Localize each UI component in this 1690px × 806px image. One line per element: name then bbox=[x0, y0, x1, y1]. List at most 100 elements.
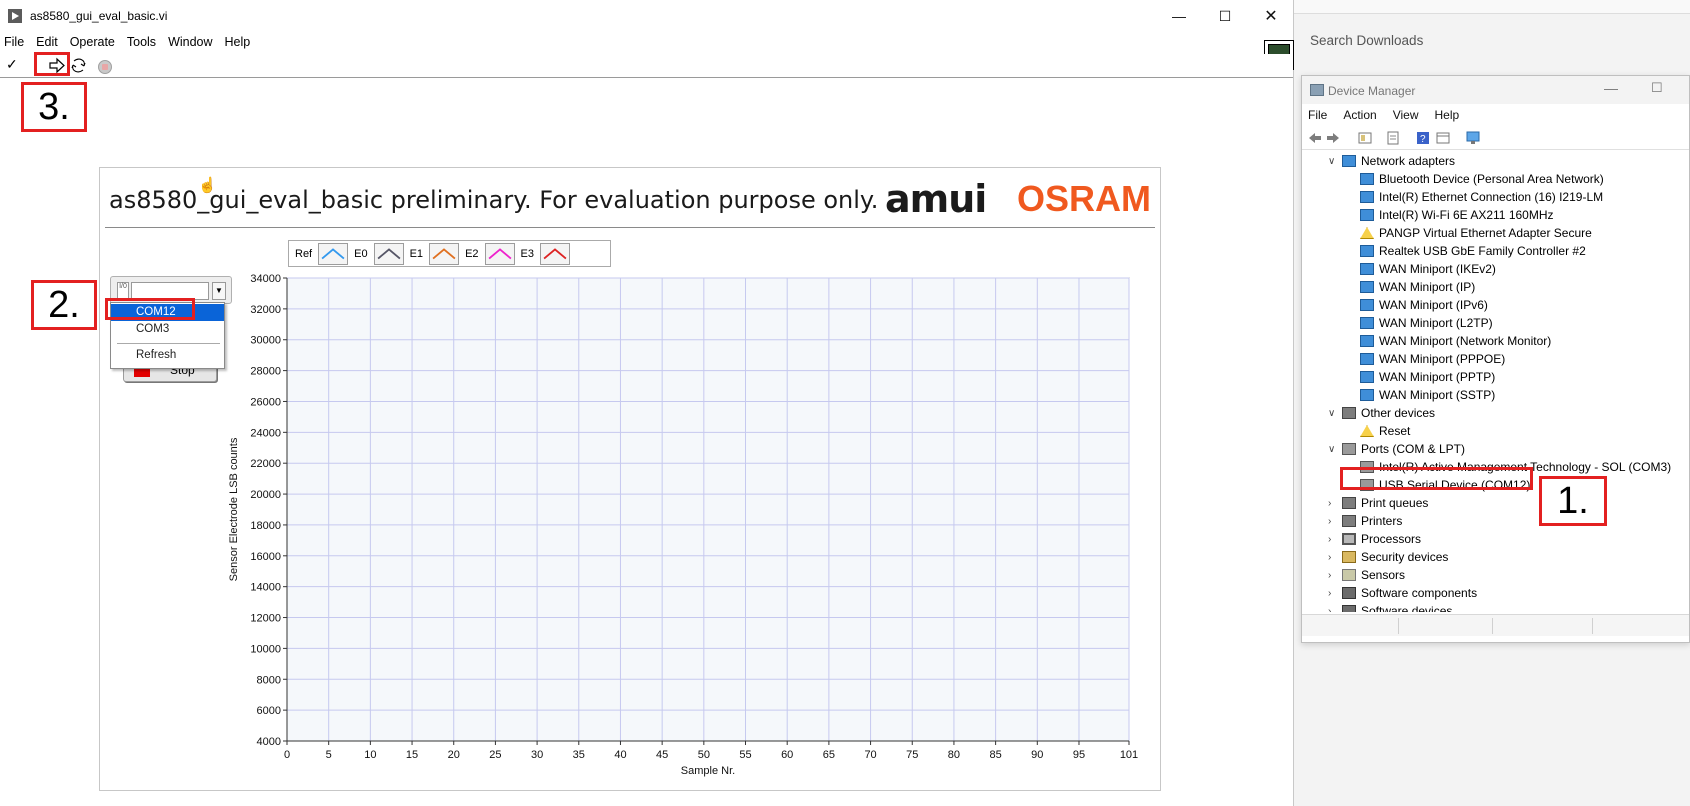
tree-label: Intel(R) Wi-Fi 6E AX211 160MHz bbox=[1379, 208, 1554, 222]
legend-item-e0[interactable]: E0 bbox=[354, 242, 404, 265]
x-tick-label: 20 bbox=[448, 749, 460, 761]
io-prefix-icon: I/0 bbox=[117, 282, 129, 300]
close-icon[interactable]: ✕ bbox=[1264, 8, 1278, 25]
tree-device[interactable]: WAN Miniport (L2TP) bbox=[1360, 314, 1493, 332]
run-continuously-icon[interactable] bbox=[70, 57, 88, 74]
scrollbar-segment bbox=[1492, 618, 1493, 634]
y-tick-label: 8000 bbox=[257, 674, 281, 686]
x-tick-label: 60 bbox=[781, 749, 793, 761]
y-tick-label: 20000 bbox=[250, 489, 281, 501]
maximize-icon[interactable]: ☐ bbox=[1218, 7, 1232, 24]
dropdown-item-com12[interactable]: COM12 bbox=[111, 304, 224, 321]
tree-category[interactable]: ∨ Network adapters bbox=[1328, 152, 1455, 170]
tree-device[interactable]: PANGP Virtual Ethernet Adapter Secure bbox=[1360, 224, 1592, 242]
x-tick-label: 70 bbox=[864, 749, 876, 761]
chevron-right-icon[interactable]: › bbox=[1328, 533, 1332, 545]
com-port-dropdown: COM12 COM3 Refresh bbox=[110, 302, 225, 369]
sensor-icon bbox=[1342, 569, 1356, 581]
network-icon bbox=[1360, 245, 1374, 257]
network-icon bbox=[1342, 155, 1356, 167]
chevron-right-icon[interactable]: › bbox=[1328, 587, 1332, 599]
chevron-right-icon[interactable]: › bbox=[1328, 551, 1332, 563]
legend-item-e1[interactable]: E1 bbox=[409, 242, 460, 265]
horizontal-scrollbar[interactable] bbox=[1302, 614, 1689, 636]
menu-help[interactable]: Help bbox=[224, 35, 251, 49]
help-icon[interactable]: ? bbox=[1416, 131, 1430, 145]
menu-window[interactable]: Window bbox=[168, 35, 213, 49]
dm-menu-help[interactable]: Help bbox=[1434, 108, 1460, 122]
tree-category[interactable]: › Printers bbox=[1328, 512, 1402, 530]
legend-item-e2[interactable]: E2 bbox=[465, 242, 515, 265]
tree-device[interactable]: Reset bbox=[1360, 422, 1410, 440]
menu-file[interactable]: File bbox=[4, 35, 25, 49]
tree-device[interactable]: WAN Miniport (IP) bbox=[1360, 278, 1475, 296]
update-driver-icon[interactable] bbox=[1386, 131, 1400, 145]
y-tick-label: 14000 bbox=[250, 582, 281, 594]
chevron-right-icon[interactable]: › bbox=[1328, 605, 1332, 613]
minimize-icon[interactable]: — bbox=[1604, 80, 1618, 96]
minimize-icon[interactable]: — bbox=[1172, 8, 1186, 24]
chevron-down-icon[interactable]: ∨ bbox=[1328, 443, 1336, 455]
x-axis-label: Sample Nr. bbox=[681, 765, 735, 777]
labview-menubar: File Edit Operate Tools Window Help bbox=[0, 32, 1293, 52]
com-port-combobox[interactable]: I/0 ▼ bbox=[110, 276, 232, 304]
menu-tools[interactable]: Tools bbox=[126, 35, 157, 49]
tree-device[interactable]: WAN Miniport (IKEv2) bbox=[1360, 260, 1496, 278]
labview-titlebar: as8580_gui_eval_basic.vi — ☐ ✕ bbox=[0, 0, 1293, 32]
tree-device[interactable]: WAN Miniport (Network Monitor) bbox=[1360, 332, 1551, 350]
tree-label: WAN Miniport (IKEv2) bbox=[1379, 262, 1496, 276]
chevron-right-icon[interactable]: › bbox=[1328, 497, 1332, 509]
tree-category[interactable]: ∨ Other devices bbox=[1328, 404, 1435, 422]
tree-device[interactable]: WAN Miniport (IPv6) bbox=[1360, 296, 1488, 314]
properties-sheet-icon[interactable] bbox=[1358, 131, 1372, 145]
x-tick-label: 65 bbox=[823, 749, 835, 761]
run-arrow-icon[interactable] bbox=[48, 57, 66, 74]
tree-label: Sensors bbox=[1361, 568, 1406, 582]
tree-device[interactable]: Intel(R) Ethernet Connection (16) I219-L… bbox=[1360, 188, 1603, 206]
scan-hardware-icon[interactable] bbox=[1466, 131, 1480, 145]
legend-swatch-e2 bbox=[484, 242, 515, 265]
legend-item-e3[interactable]: E3 bbox=[521, 242, 570, 265]
maximize-icon[interactable]: ☐ bbox=[1651, 80, 1663, 95]
annotation-run-highlight bbox=[34, 52, 70, 76]
tree-device[interactable]: Realtek USB GbE Family Controller #2 bbox=[1360, 242, 1586, 260]
tree-category[interactable]: › Sensors bbox=[1328, 566, 1406, 584]
chevron-down-icon[interactable]: ∨ bbox=[1328, 407, 1336, 419]
dropdown-item-com3[interactable]: COM3 bbox=[136, 323, 170, 335]
tree-device[interactable]: WAN Miniport (PPTP) bbox=[1360, 368, 1495, 386]
dm-menu-action[interactable]: Action bbox=[1343, 108, 1377, 122]
tree-category[interactable]: ∨ Ports (COM & LPT) bbox=[1328, 440, 1465, 458]
chevron-down-icon[interactable]: ∨ bbox=[1328, 155, 1336, 167]
legend-label: E1 bbox=[409, 247, 424, 260]
menu-edit[interactable]: Edit bbox=[36, 35, 58, 49]
back-arrow-icon[interactable] bbox=[1308, 131, 1322, 145]
tree-category[interactable]: › Processors bbox=[1328, 530, 1421, 548]
checkmark-icon[interactable]: ✓ bbox=[6, 56, 18, 72]
search-downloads-input[interactable]: Search Downloads bbox=[1310, 33, 1424, 48]
annotation-com12-highlight bbox=[105, 298, 195, 320]
tree-label: Reset bbox=[1379, 424, 1411, 438]
y-tick-label: 22000 bbox=[250, 458, 281, 470]
tree-device[interactable]: Intel(R) Wi-Fi 6E AX211 160MHz bbox=[1360, 206, 1554, 224]
view-icon[interactable] bbox=[1436, 131, 1450, 145]
tree-device[interactable]: WAN Miniport (SSTP) bbox=[1360, 386, 1495, 404]
tree-device[interactable]: WAN Miniport (PPPOE) bbox=[1360, 350, 1505, 368]
legend-item-ref[interactable]: Ref bbox=[295, 242, 349, 265]
dm-menu-file[interactable]: File bbox=[1308, 108, 1328, 122]
dm-menu-view[interactable]: View bbox=[1392, 108, 1419, 122]
abort-icon[interactable] bbox=[98, 60, 112, 74]
tree-category[interactable]: › Software components bbox=[1328, 584, 1477, 602]
x-tick-label: 95 bbox=[1073, 749, 1085, 761]
tree-category[interactable]: › Print queues bbox=[1328, 494, 1428, 512]
chevron-right-icon[interactable]: › bbox=[1328, 569, 1332, 581]
tree-category[interactable]: › Security devices bbox=[1328, 548, 1448, 566]
labview-toolbar: ✓ bbox=[0, 54, 1293, 78]
tree-label: WAN Miniport (IPv6) bbox=[1379, 298, 1488, 312]
chevron-right-icon[interactable]: › bbox=[1328, 515, 1332, 527]
forward-arrow-icon[interactable] bbox=[1326, 131, 1340, 145]
dropdown-arrow-icon[interactable]: ▼ bbox=[212, 282, 226, 300]
dropdown-item-refresh[interactable]: Refresh bbox=[136, 349, 177, 361]
tree-category[interactable]: › Software devices bbox=[1328, 602, 1452, 612]
menu-operate[interactable]: Operate bbox=[69, 35, 115, 49]
tree-device[interactable]: Bluetooth Device (Personal Area Network) bbox=[1360, 170, 1604, 188]
